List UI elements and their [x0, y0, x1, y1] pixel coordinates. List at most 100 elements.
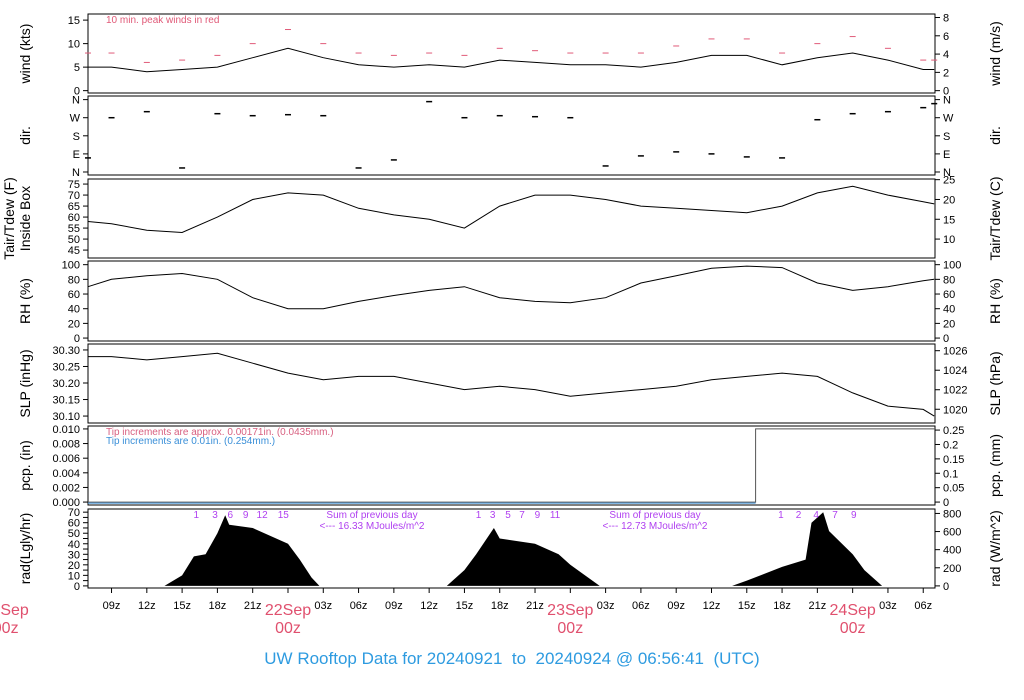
rad-ytick-label: 30 — [68, 549, 80, 561]
panel-dir — [83, 95, 940, 176]
date-label: 23Sep — [547, 602, 593, 619]
rad-ytick-label: 40 — [68, 539, 80, 551]
pcp-ytick-label: 0.000 — [52, 497, 80, 509]
rad-hour-mark: 5 — [505, 510, 511, 521]
x-tick-label: 03z — [597, 600, 615, 612]
temp-ytick-label: 55 — [68, 223, 80, 235]
pcp-note-red: Tip increments are approx. 0.00171in. (0… — [106, 427, 334, 438]
slp-ytick-right-label: 1026 — [943, 346, 967, 358]
x-tick-label: 18z — [491, 600, 509, 612]
rh-ytick-label: 40 — [68, 304, 80, 316]
rad-ytick-right-label: 0 — [943, 581, 949, 593]
dir-frame — [87, 95, 936, 176]
dir-ytick-label: N — [72, 95, 80, 107]
pcp-step-line — [88, 428, 935, 503]
temp-ytick-label: 60 — [68, 212, 80, 224]
rad-ytick-label: 20 — [68, 560, 80, 572]
rad-hour-mark: 3 — [490, 510, 496, 521]
slp-ylabel-right: SLP (hPa) — [987, 351, 1003, 415]
date-label: 22Sep — [265, 602, 311, 619]
x-tick-label: 12z — [703, 600, 721, 612]
dir-ytick-label: S — [73, 131, 80, 143]
rad-hour-mark: 4 — [813, 510, 819, 521]
rad-day-area — [164, 515, 320, 586]
temp-ytick-label: 65 — [68, 201, 80, 213]
dir-ytick-label: N — [72, 167, 80, 179]
rh-ylabel-right: RH (%) — [987, 278, 1003, 324]
x-tick-label: 09z — [667, 600, 685, 612]
slp-ytick-right-label: 1022 — [943, 385, 967, 397]
slp-frame — [87, 343, 936, 424]
temp-ytick-label: 75 — [68, 179, 80, 191]
pcp-ytick-right-label: 0.15 — [943, 454, 964, 466]
rad-frame — [87, 508, 936, 589]
pcp-ytick-label: 0.004 — [52, 468, 80, 480]
pcp-note-blue: Tip increments are 0.01in. (0.254mm.) — [106, 436, 275, 447]
wind-ylabel: wind (kts) — [17, 24, 33, 85]
rh-ytick-label: 100 — [62, 260, 80, 272]
date-label: 24Sep — [830, 602, 876, 619]
x-tick-label: 15z — [738, 600, 756, 612]
rad-ytick-label: 10 — [68, 570, 80, 582]
rad-hour-mark: 9 — [243, 510, 249, 521]
date-hour-label: 00z — [0, 620, 19, 637]
wind-ytick-right-label: 2 — [943, 67, 949, 79]
rh-ytick-right-label: 20 — [943, 318, 955, 330]
panel-wind — [83, 13, 940, 94]
pcp-ytick-right-label: 0.25 — [943, 425, 964, 437]
rh-ytick-right-label: 40 — [943, 304, 955, 316]
rh-ytick-right-label: 80 — [943, 274, 955, 286]
pcp-ytick-right-label: 0.05 — [943, 483, 964, 495]
panel-rh — [83, 260, 940, 342]
wind-note: 10 min. peak winds in red — [106, 15, 219, 26]
rad-sum-value: <--- 12.73 MJoules/m^2 — [602, 521, 707, 532]
dir-ytick-right-label: S — [943, 131, 950, 143]
rad-sum-label: Sum of previous day — [326, 510, 417, 521]
rh-frame — [87, 260, 936, 342]
dir-ylabel: dir. — [17, 126, 33, 145]
slp-ytick-label: 30.25 — [52, 361, 80, 373]
rad-day-area — [732, 512, 883, 586]
slp-ytick-label: 30.10 — [52, 411, 80, 423]
pcp-ytick-label: 0.002 — [52, 482, 80, 494]
panel-slp — [83, 343, 940, 424]
slp-ytick-right-label: 1024 — [943, 365, 967, 377]
x-tick-label: 21z — [244, 600, 262, 612]
wind-ytick-label: 5 — [74, 62, 80, 74]
panel-temp — [83, 178, 940, 259]
dir-ytick-right-label: N — [943, 167, 951, 179]
pcp-ytick-label: 0.010 — [52, 424, 80, 436]
rad-ytick-label: 0 — [74, 581, 80, 593]
slp-series-line — [88, 352, 935, 417]
rad-ytick-right-label: 200 — [943, 563, 961, 575]
pcp-frame — [87, 425, 936, 506]
rh-ytick-right-label: 0 — [943, 333, 949, 345]
rad-sum-label: Sum of previous day — [609, 510, 700, 521]
rad-ytick-right-label: 400 — [943, 545, 961, 557]
pcp-ylabel: pcp. (in) — [17, 440, 33, 491]
dir-ytick-label: E — [73, 149, 80, 161]
pcp-ytick-right-label: 0 — [943, 497, 949, 509]
dir-ytick-right-label: E — [943, 149, 950, 161]
temp-ytick-label: 70 — [68, 190, 80, 202]
wind-ylabel-right: wind (m/s) — [987, 21, 1003, 87]
x-tick-label: 12z — [420, 600, 438, 612]
x-tick-label: 06z — [914, 600, 932, 612]
rad-hour-mark: 11 — [550, 510, 561, 521]
rh-ytick-right-label: 60 — [943, 289, 955, 301]
rad-sum-value: <--- 16.33 MJoules/m^2 — [319, 521, 424, 532]
x-tick-label: 06z — [350, 600, 368, 612]
chart-title: UW Rooftop Data for 20240921 to 20240924… — [264, 649, 760, 668]
temp-ylabel: Tair/Tdew (F) — [1, 177, 17, 259]
pcp-ytick-right-label: 0.2 — [943, 439, 958, 451]
rh-ytick-label: 20 — [68, 318, 80, 330]
temp-ytick-label: 45 — [68, 245, 80, 257]
rad-hour-mark: 7 — [832, 510, 838, 521]
date-label: 21Sep — [0, 602, 29, 619]
wind-ytick-label: 0 — [74, 86, 80, 98]
pcp-ylabel-right: pcp. (mm) — [987, 434, 1003, 497]
rad-hour-mark: 7 — [519, 510, 525, 521]
temp-ytick-right-label: 10 — [943, 234, 955, 246]
rad-hour-mark: 1 — [778, 510, 784, 521]
rh-ytick-label: 80 — [68, 274, 80, 286]
